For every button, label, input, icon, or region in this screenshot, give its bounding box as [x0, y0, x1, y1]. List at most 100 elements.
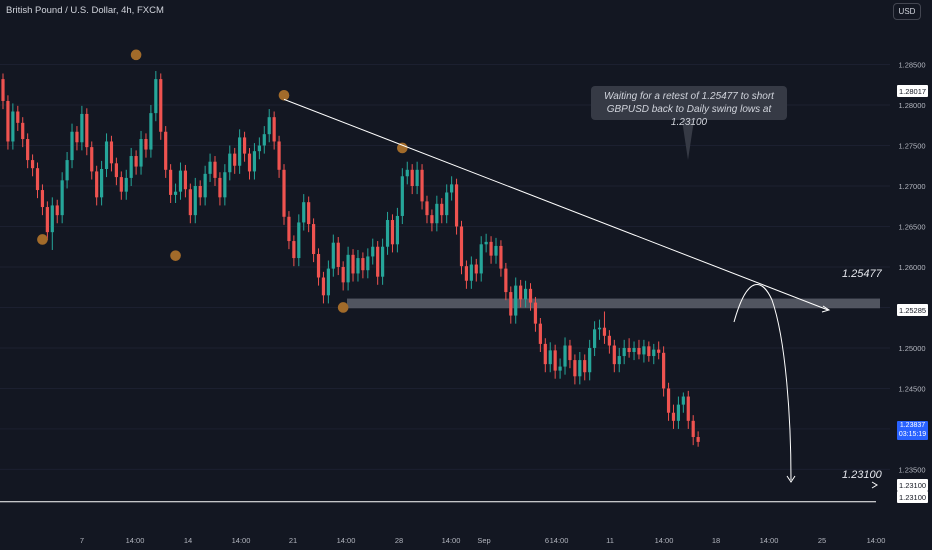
candle-body: [474, 264, 478, 274]
swing-point-marker: [130, 49, 142, 61]
trade-note-callout[interactable]: Waiting for a retest of 1.25477 to short…: [591, 86, 787, 128]
candle-body: [247, 153, 252, 172]
candle-body: [282, 169, 286, 217]
y-tick-label: 1.25000: [898, 344, 925, 353]
candle-body: [139, 139, 143, 167]
x-tick-label: 18: [712, 536, 720, 545]
axis-tag-level-b: 1.25285: [897, 304, 928, 316]
candle-body: [533, 302, 538, 324]
x-tick-label: 7: [80, 536, 84, 545]
candle-body: [435, 203, 439, 224]
candle-body: [371, 246, 375, 257]
drawing-tools: [0, 98, 878, 503]
x-tick-label: 6: [545, 536, 549, 545]
candle-body: [696, 437, 700, 442]
candle-body: [90, 147, 94, 172]
candle-body: [95, 171, 99, 198]
axis-tag-target-2: 1.23100: [897, 491, 928, 503]
candle-body: [346, 254, 350, 283]
x-tick-label: 14:00: [126, 536, 145, 545]
candle-body: [400, 176, 404, 216]
candle-body: [316, 254, 321, 278]
candle-body: [425, 201, 429, 216]
candle-body: [55, 205, 59, 216]
swing-point-marker: [397, 142, 408, 154]
candle-body: [484, 241, 488, 245]
candle-body: [686, 396, 690, 421]
candle-body: [223, 172, 227, 198]
gridlines: [0, 64, 890, 470]
candle-body: [469, 264, 473, 281]
candle-body: [385, 220, 390, 247]
candle-body: [100, 168, 104, 198]
candle-body: [356, 258, 360, 274]
candle-body: [479, 244, 483, 274]
candle-body: [558, 366, 562, 371]
y-tick-label: 1.28500: [898, 61, 925, 70]
candle-body: [538, 323, 542, 344]
candle-body: [454, 184, 459, 227]
candle-body: [415, 169, 419, 186]
y-tick-label: 1.28000: [898, 101, 925, 110]
candle-body: [159, 79, 163, 132]
candle-body: [65, 160, 69, 181]
candle-body: [149, 113, 153, 150]
projected-path-arrowhead: [786, 475, 796, 483]
candle-body: [218, 177, 222, 198]
candle-body: [612, 345, 616, 365]
candle-body: [272, 117, 276, 142]
candle-body: [267, 117, 271, 135]
candle-body: [6, 100, 10, 142]
candle-body: [509, 292, 513, 316]
candle-body: [198, 186, 202, 198]
candle-body: [450, 184, 454, 193]
axis-tag-level-a: 1.28017: [897, 85, 928, 97]
candle-body: [361, 258, 365, 271]
candle-body: [188, 189, 192, 216]
x-tick-label: 14:00: [442, 536, 461, 545]
x-tick-label: 14:00: [232, 536, 251, 545]
candle-body: [16, 111, 20, 123]
candle-body: [681, 396, 685, 405]
candle-body: [666, 388, 671, 413]
candle-body: [593, 329, 597, 348]
candle-body: [30, 160, 35, 169]
candle-body: [445, 192, 449, 216]
candle-body: [336, 242, 340, 267]
candle-body: [627, 347, 631, 352]
candle-body: [548, 350, 552, 365]
currency-selector[interactable]: USD: [893, 3, 921, 20]
candle-body: [203, 173, 207, 198]
candle-body: [376, 246, 380, 277]
candle-body: [277, 141, 281, 170]
candle-body: [109, 141, 114, 164]
bar-countdown: 03:15:19: [898, 431, 927, 438]
candle-body: [642, 346, 646, 355]
candle-body: [331, 242, 335, 269]
candle-body: [341, 266, 345, 283]
y-tick-label: 1.27500: [898, 142, 925, 151]
candle-body: [366, 256, 370, 271]
x-tick-label: 14:00: [760, 536, 779, 545]
y-tick-label: 1.26000: [898, 263, 925, 272]
x-tick-label: Sep: [477, 536, 490, 545]
candle-body: [321, 277, 326, 296]
y-tick-label: 1.27000: [898, 182, 925, 191]
candle-body: [252, 151, 257, 172]
candle-body: [208, 161, 212, 174]
candle-body: [326, 268, 330, 296]
candle-body: [154, 79, 158, 114]
trendline-arrowhead: [821, 305, 831, 313]
candle-body: [238, 137, 242, 166]
candle-body: [602, 327, 607, 336]
candle-body: [45, 207, 49, 233]
trade-note-line-1: Waiting for a retest of 1.25477 to short: [604, 91, 774, 102]
candle-body: [70, 131, 74, 161]
candle-body: [607, 335, 611, 346]
x-tick-label: 14:00: [550, 536, 569, 545]
swing-markers: [37, 49, 408, 313]
candle-body: [578, 360, 582, 377]
candle-body: [430, 215, 434, 224]
candle-body: [440, 203, 444, 216]
